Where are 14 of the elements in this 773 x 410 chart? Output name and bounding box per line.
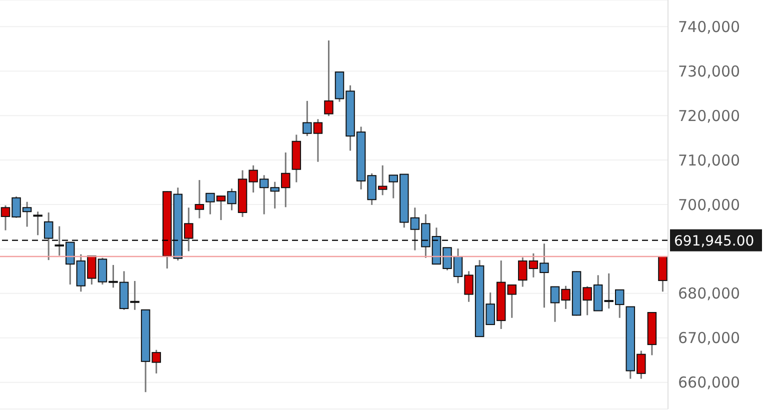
y-tick-label: 660,000: [678, 374, 740, 392]
y-tick-label: 670,000: [678, 329, 740, 348]
candlestick: [324, 40, 334, 117]
candlestick: [44, 212, 54, 261]
y-tick-label: 730,000: [678, 62, 740, 80]
y-tick-label: 740,000: [678, 18, 740, 36]
ref-line-label: 691,945.00: [674, 233, 754, 250]
y-tick-label: 700,000: [678, 196, 740, 214]
y-tick-label: 680,000: [678, 284, 740, 303]
y-tick-label: 710,000: [678, 151, 740, 170]
candlestick: [194, 179, 204, 220]
candlestick: [33, 210, 42, 236]
candlestick: [507, 284, 517, 319]
y-tick-label: 720,000: [678, 106, 740, 125]
